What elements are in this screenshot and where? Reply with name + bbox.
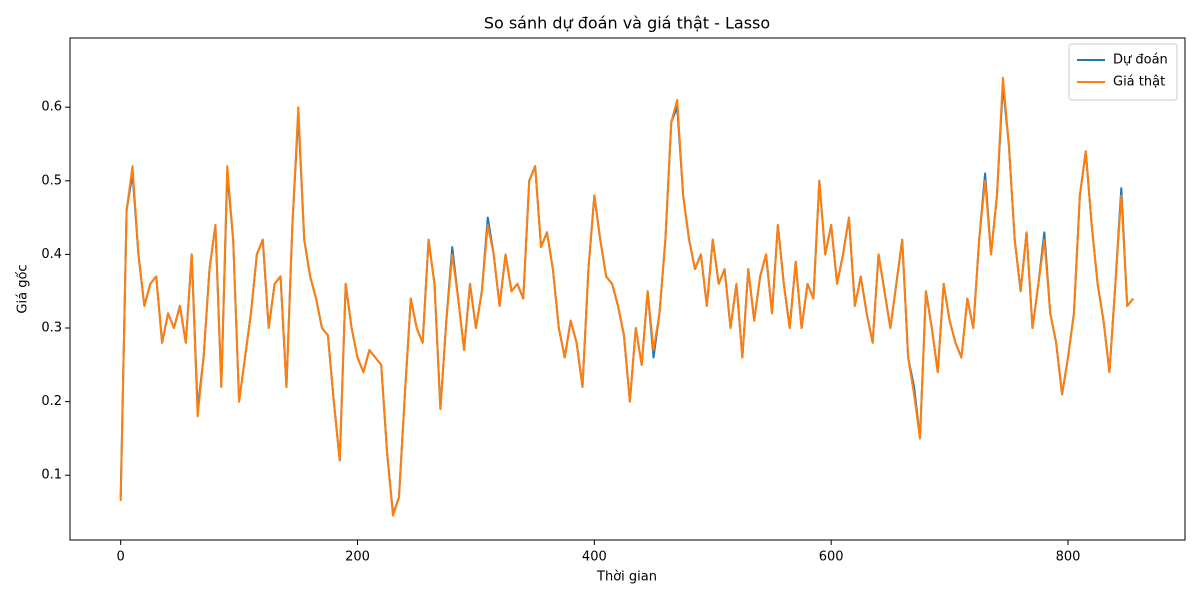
y-tick-label: 0.5 — [41, 173, 62, 188]
y-tick-label: 0.3 — [41, 321, 62, 336]
plot-frame — [69, 37, 1186, 541]
legend-box — [1068, 43, 1178, 101]
y-axis-label: Giá gốc — [16, 264, 31, 313]
legend-label: Dự đoán — [1113, 53, 1168, 68]
x-tick-label: 800 — [1056, 550, 1081, 565]
chart-title: So sánh dự đoán và giá thật - Lasso — [484, 14, 770, 33]
y-tick-label: 0.4 — [41, 247, 62, 262]
x-tick-label: 200 — [345, 550, 370, 565]
line-series — [119, 76, 1134, 517]
y-tick-label: 0.6 — [41, 100, 62, 115]
y-tick-label: 0.2 — [41, 394, 62, 409]
x-tick-label: 600 — [819, 550, 844, 565]
x-tick-label: 0 — [117, 550, 125, 565]
x-tick-label: 400 — [582, 550, 607, 565]
y-tick-label: 0.1 — [41, 468, 62, 483]
x-axis-label: Thời gian — [596, 570, 657, 585]
legend-label: Giá thật — [1113, 75, 1165, 90]
